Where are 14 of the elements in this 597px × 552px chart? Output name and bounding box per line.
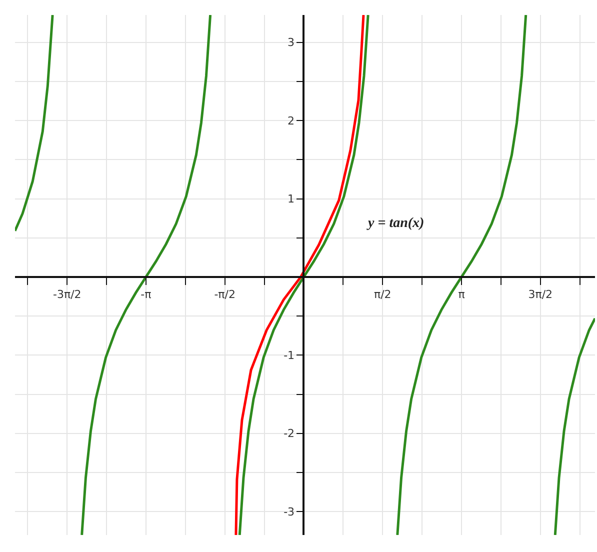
y-tick-label: -2 xyxy=(284,427,295,440)
x-tick-label: 3π/2 xyxy=(528,288,553,302)
y-tick-label: 1 xyxy=(288,192,295,206)
y-tick-label: -1 xyxy=(284,349,295,362)
line-series xyxy=(234,15,365,535)
x-tick-label: -π xyxy=(140,288,152,302)
x-tick-label: π/2 xyxy=(374,288,392,302)
y-tick-label: -3 xyxy=(284,505,295,518)
y-tick-label: 2 xyxy=(288,114,295,128)
annotation: y = tan(x) xyxy=(366,216,424,231)
x-tick-label: -π/2 xyxy=(214,288,236,302)
x-tick-label: π xyxy=(458,288,466,302)
x-tick-label: -3π/2 xyxy=(52,288,82,302)
y-tick-label: 3 xyxy=(288,36,295,50)
